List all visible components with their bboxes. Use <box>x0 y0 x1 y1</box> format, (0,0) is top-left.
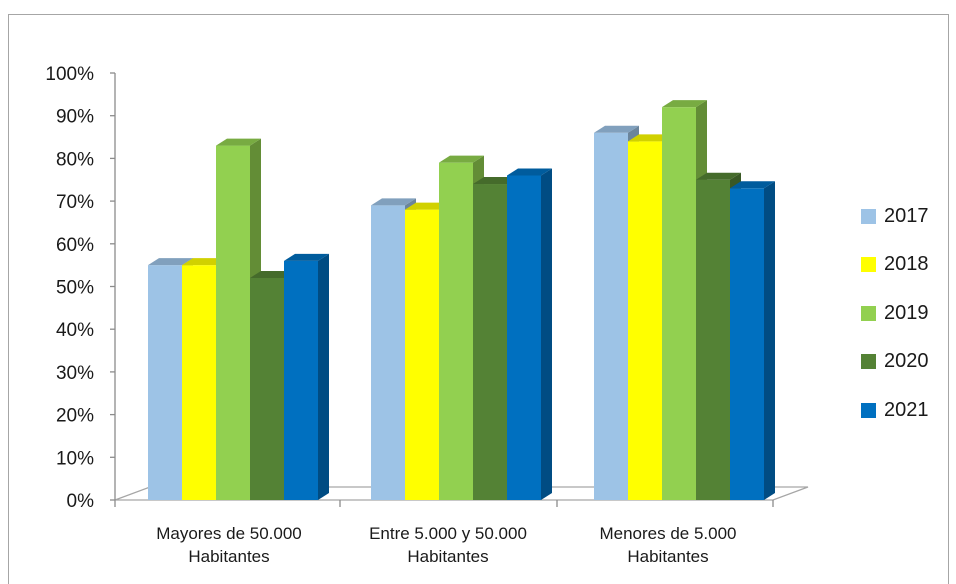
legend-label: 2017 <box>884 204 929 227</box>
bar-side <box>541 168 552 501</box>
x-category-label: Habitantes <box>188 547 269 566</box>
legend-swatch <box>861 257 876 273</box>
legend-swatch <box>861 402 876 418</box>
bar-front <box>405 209 439 500</box>
legend-label: 2020 <box>884 350 929 373</box>
y-tick-label: 70% <box>56 192 94 213</box>
bar-top <box>405 202 450 210</box>
y-tick-label: 30% <box>56 363 94 384</box>
bar-front <box>148 265 182 500</box>
bar-top <box>730 181 775 189</box>
bar-top <box>439 155 484 163</box>
legend-item: 2020 <box>861 338 951 387</box>
bar-front <box>628 141 662 500</box>
legend-item: 2021 <box>861 386 951 435</box>
y-tick-label: 20% <box>56 406 94 427</box>
x-category-label: Mayores de 50.000 <box>156 524 302 543</box>
bar-top <box>662 100 707 108</box>
bar-front <box>284 260 318 500</box>
legend-item: 2017 <box>861 192 951 241</box>
bar-front <box>594 132 628 500</box>
legend-label: 2019 <box>884 301 929 324</box>
y-tick-label: 100% <box>45 64 94 85</box>
bar-front <box>696 179 730 500</box>
legend-label: 2021 <box>884 398 929 421</box>
bars <box>148 100 775 501</box>
bar-front <box>662 107 696 500</box>
y-axis: 0% 10% 20% 30% 40% 50% 60% 70% 80% 90% 100% <box>45 64 774 512</box>
x-axis-labels: Mayores de 50.000 Habitantes Entre 5.000 y… <box>156 524 736 566</box>
chart-floor <box>114 486 809 501</box>
legend-label: 2018 <box>884 253 929 276</box>
legend: 2017 2018 2019 2020 2021 <box>861 192 951 435</box>
bar-top <box>284 253 329 261</box>
y-tick-label: 40% <box>56 320 94 341</box>
legend-swatch <box>861 354 876 370</box>
floor-plane <box>114 486 809 501</box>
bar-top <box>250 270 295 278</box>
bar-front <box>371 205 405 500</box>
y-tick-label: 0% <box>67 491 95 512</box>
bar-top <box>594 125 639 133</box>
x-category-label: Menores de 5.000 <box>599 524 736 543</box>
bar-front <box>216 145 250 500</box>
bar-side <box>764 181 775 501</box>
bar <box>284 253 329 500</box>
bar-front <box>507 175 541 501</box>
legend-item: 2019 <box>861 289 951 338</box>
bar-top <box>507 168 552 176</box>
bar-top <box>148 258 193 266</box>
chart-frame <box>8 14 949 584</box>
bar-top <box>182 258 227 266</box>
bar-top <box>696 172 741 180</box>
x-category-label: Entre 5.000 y 50.000 <box>369 524 527 543</box>
bar-top <box>473 177 518 185</box>
y-tick-label: 90% <box>56 107 94 128</box>
bar <box>730 181 775 501</box>
y-tick-label: 80% <box>56 149 94 170</box>
x-category-label: Habitantes <box>407 547 488 566</box>
bar-top <box>628 134 673 142</box>
bar-top <box>371 198 416 206</box>
y-tick-label: 60% <box>56 235 94 256</box>
legend-item: 2018 <box>861 241 951 290</box>
bar <box>507 168 552 501</box>
bar-front <box>250 277 284 500</box>
bar-front <box>730 188 764 501</box>
legend-swatch <box>861 208 876 224</box>
legend-swatch <box>861 305 876 321</box>
bar-front <box>439 162 473 501</box>
y-tick-label: 50% <box>56 278 94 299</box>
y-tick-label: 10% <box>56 448 94 469</box>
bar-front <box>473 184 507 500</box>
bar-top <box>216 138 261 146</box>
bar-front <box>182 265 216 500</box>
x-category-label: Habitantes <box>627 547 708 566</box>
bar-side <box>318 253 329 500</box>
